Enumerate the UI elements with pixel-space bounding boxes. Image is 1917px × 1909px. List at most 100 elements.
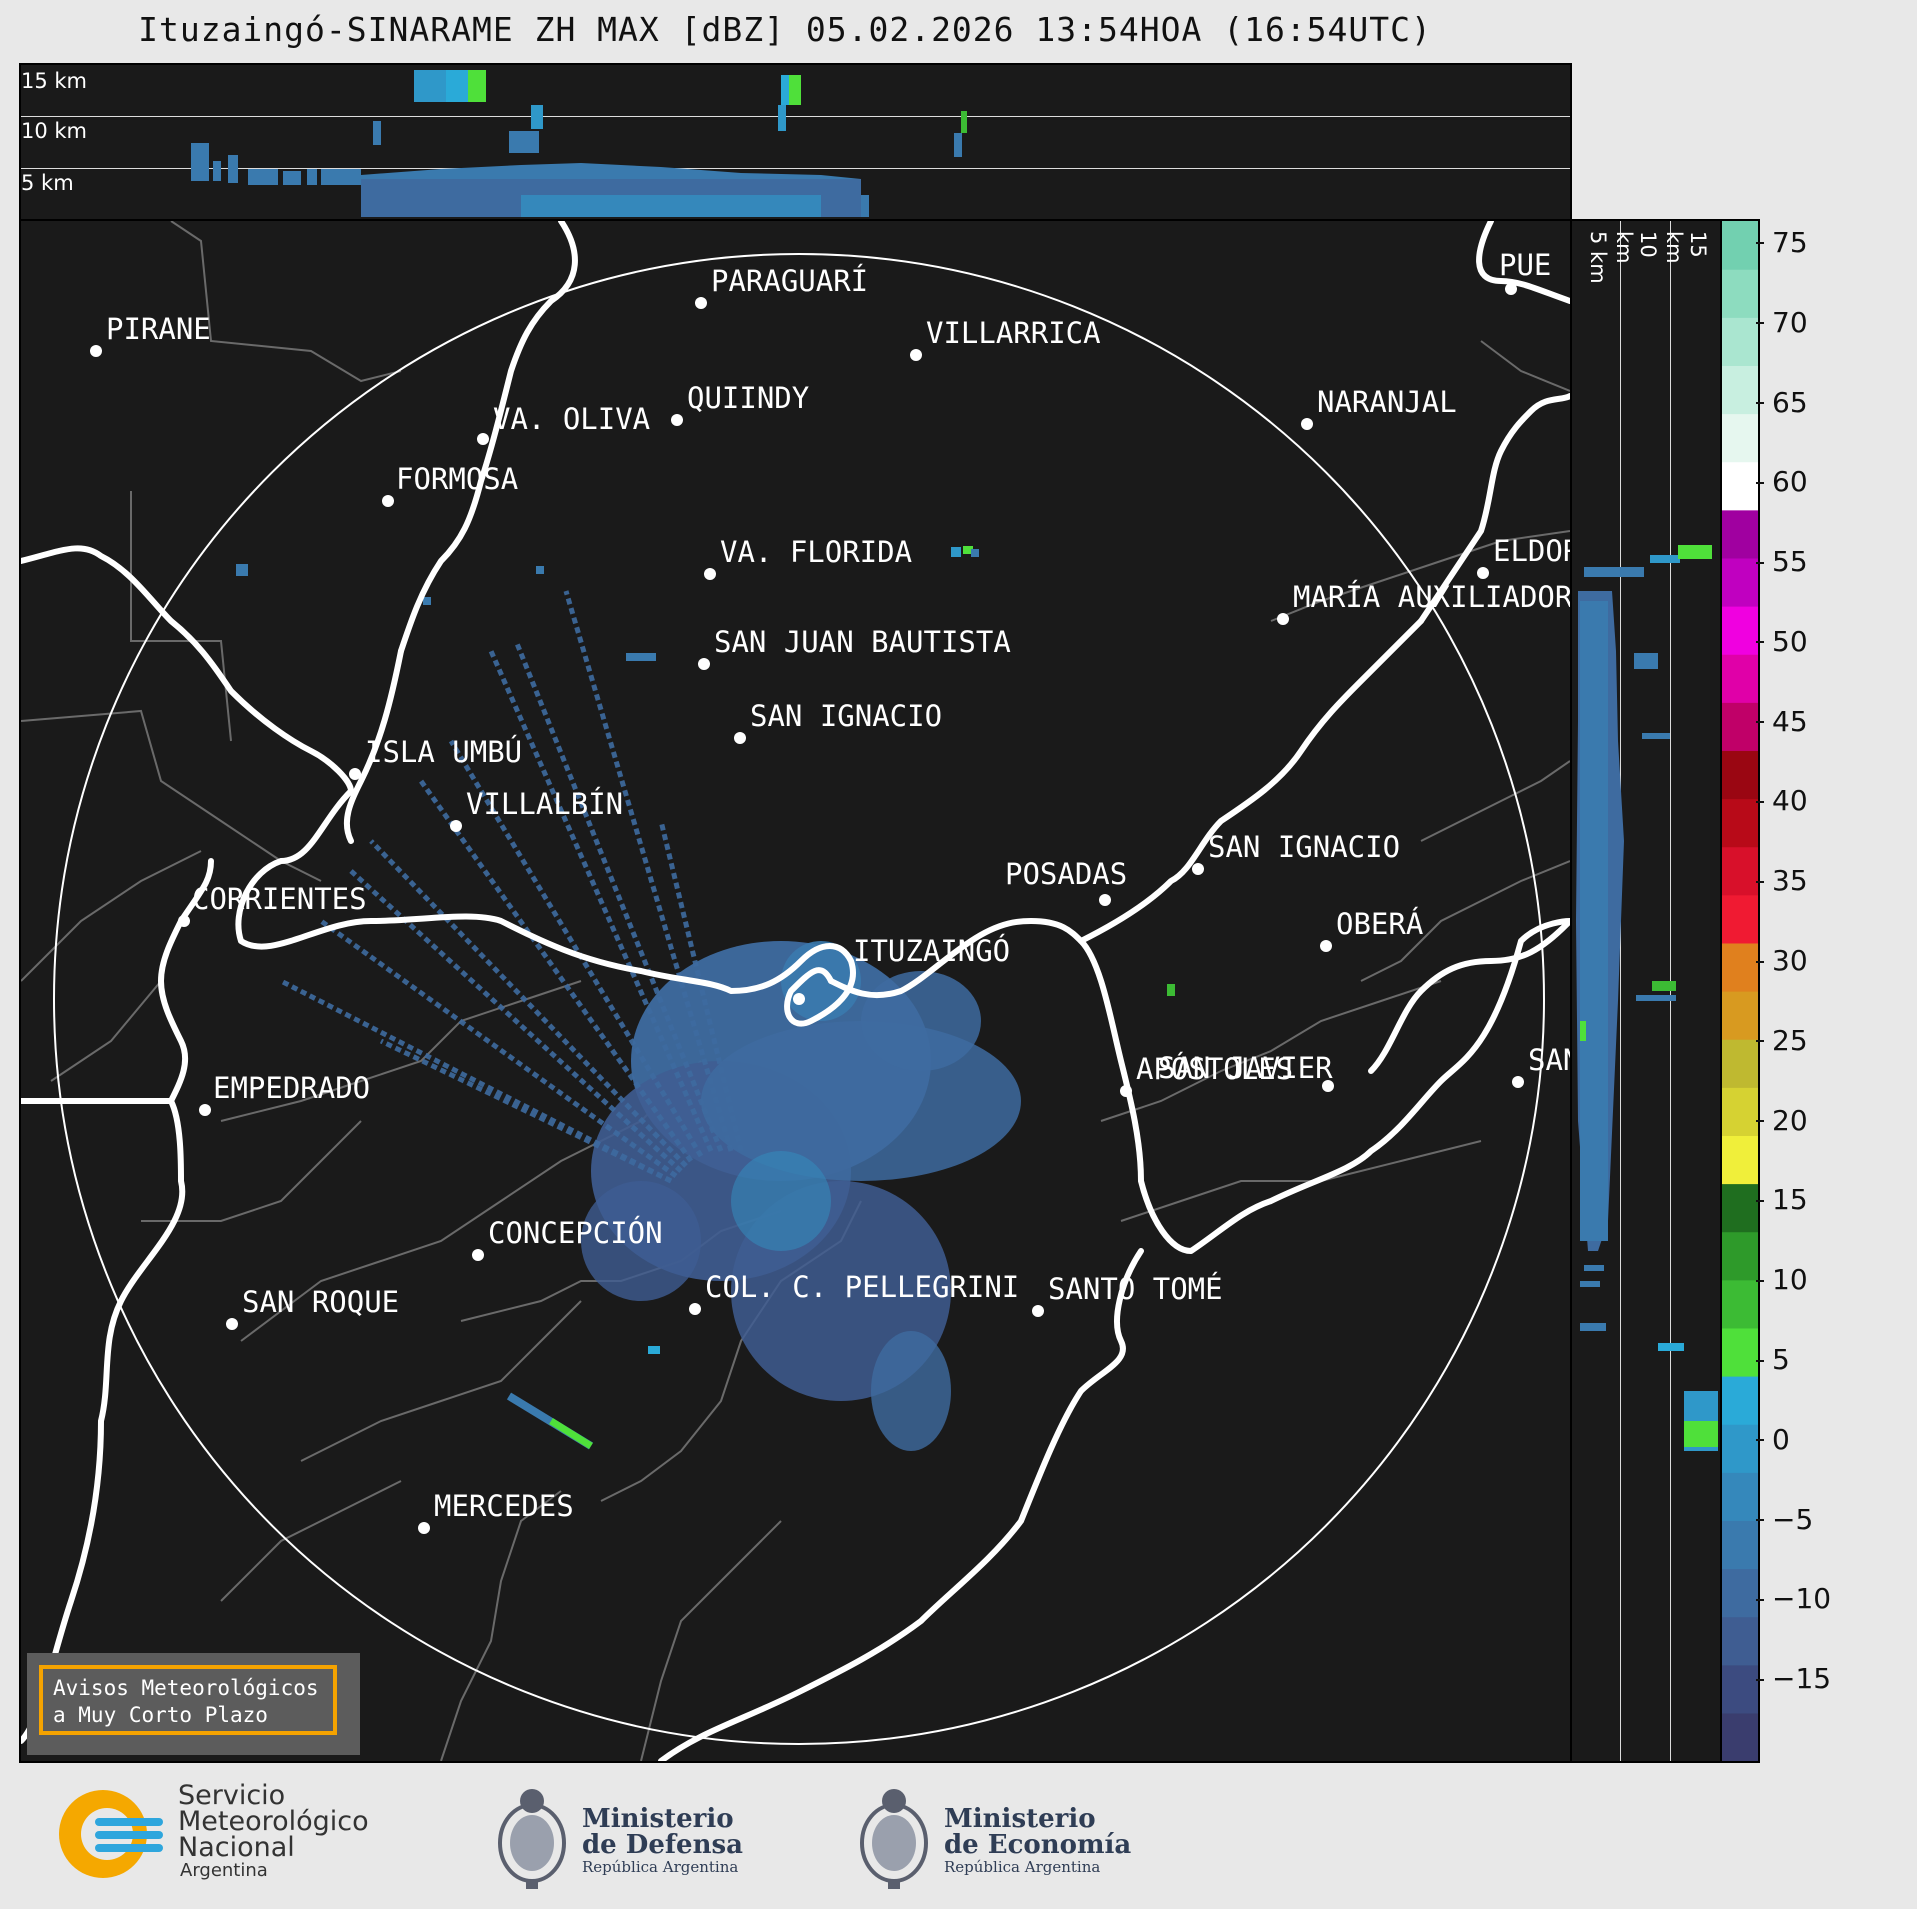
economia-line1: Ministerio [944,1804,1096,1834]
city-marker [1192,863,1204,875]
avisos-banner[interactable]: Avisos Meteorológicos a Muy Corto Plazo [27,1653,360,1755]
city-label: VILLARRICA [926,316,1101,350]
city-label: MERCEDES [434,1489,574,1523]
radar-site-marker [793,993,805,1005]
colorbar-bin [1722,461,1758,511]
colorbar-bin [1722,413,1758,463]
colorbar-bin [1722,1616,1758,1666]
city-marker [1322,1080,1334,1092]
city-label: SAN JAVIER [1158,1051,1333,1085]
city-label: SANTO TOMÉ [1048,1272,1223,1306]
city-label: ISLA UMBÚ [365,735,522,769]
city-marker [472,1249,484,1261]
smn-name-line2: Meteorológico [178,1806,369,1837]
city-marker [695,297,707,309]
smn-name-line4: Argentina [180,1860,268,1881]
colorbar-bin [1722,1279,1758,1329]
colorbar-tick-label: −5 [1755,1503,1813,1536]
city-marker [1301,418,1313,430]
city-marker [1032,1305,1044,1317]
altitude-label-15km: 15 km [21,69,88,93]
radar-site-label: ITUZAINGÓ [853,934,1010,968]
top-echo-profile [191,70,967,217]
side-echo-profile [1576,545,1718,1451]
city-label: POSADAS [1005,857,1127,891]
city-marker [1120,1085,1132,1097]
smn-name-line1: Servicio [178,1780,286,1811]
city-marker [199,1104,211,1116]
economia-seal-icon [855,1775,933,1899]
city-marker [450,820,462,832]
city-label: OBERÁ [1336,907,1423,941]
city-label: MARÍA AUXILIADOR [1293,580,1570,614]
city-marker [1099,894,1111,906]
gridline-10km [21,116,1570,117]
colorbar-tick-label: 40 [1756,784,1808,817]
city-label: VA. FLORIDA [720,535,912,569]
city-label: EMPEDRADO [213,1071,370,1105]
colorbar-tick-label: 55 [1756,545,1808,578]
defensa-seal-icon [493,1775,571,1899]
city-label: PUE [1499,248,1551,282]
colorbar-tick-label: −10 [1755,1582,1831,1615]
defensa-line1: Ministerio [582,1804,734,1834]
colorbar-bin [1722,798,1758,848]
city-marker [734,732,746,744]
colorbar-bin [1722,1568,1758,1618]
colorbar-bin [1722,1087,1758,1136]
city-marker [671,414,683,426]
city-label: CORRIENTES [192,882,367,916]
colorbar-bin [1722,509,1758,559]
colorbar-bin [1722,1712,1758,1761]
colorbar-tick-label: 60 [1756,465,1808,498]
radar-map-panel[interactable]: PARAGUARÍ PIRANE VILLARRICA QUIINDY VA. OLIV… [19,219,1572,1763]
colorbar-bin [1722,1183,1758,1233]
altitude-label-5km: 5 km [21,171,74,195]
gridline-5km [21,168,1570,169]
economia-line3: República Argentina [944,1858,1101,1876]
colorbar-tick-label: 75 [1756,226,1808,259]
city-marker [1320,940,1332,952]
colorbar-bin [1722,365,1758,415]
economia-line2: de Economía [944,1830,1132,1860]
colorbar-bin [1722,1327,1758,1377]
city-label: QUIINDY [687,381,809,415]
smn-logo [55,1786,163,1882]
colorbar-bin [1722,1664,1758,1714]
colorbar-tick-label: 5 [1756,1343,1790,1376]
colorbar-bin [1722,894,1758,944]
city-label: NARANJAL [1317,385,1457,419]
colorbar-bin [1722,702,1758,751]
city-marker [477,433,489,445]
city-marker [418,1522,430,1534]
colorbar-tick-label: 15 [1756,1183,1808,1216]
city-label: SAN ROQUE [242,1285,399,1319]
city-marker [382,495,394,507]
avisos-box: Avisos Meteorológicos a Muy Corto Plazo [39,1665,337,1735]
colorbar-bin [1722,1520,1758,1570]
city-marker [910,349,922,361]
city-label: VILLALBÍN [466,787,623,821]
city-marker [704,568,716,580]
avisos-line-2: a Muy Corto Plazo [53,1703,268,1727]
smn-name-line3: Nacional [178,1832,295,1863]
smn-logo-icon [59,1790,163,1878]
city-layer: PARAGUARÍ PIRANE VILLARRICA QUIINDY VA. OLIV… [90,248,1570,1534]
colorbar-tick-label: −15 [1755,1662,1831,1695]
colorbar-tick-label: 0 [1756,1423,1790,1456]
dbz-colorbar [1720,219,1760,1763]
colorbar-bin [1722,991,1758,1040]
colorbar-tick-label: 50 [1756,625,1808,658]
city-label: PARAGUARÍ [711,264,868,298]
city-marker [178,915,190,927]
colorbar-bin [1722,942,1758,992]
colorbar-tick-label: 20 [1756,1104,1808,1137]
rivers [21,221,1570,1761]
city-label: PIRANE [106,312,211,346]
city-marker [90,345,102,357]
avisos-line-1: Avisos Meteorológicos [53,1676,319,1700]
city-marker [349,768,361,780]
colorbar-bin [1722,1135,1758,1185]
city-label: SAN [1528,1043,1570,1077]
colorbar-bin [1722,557,1758,607]
